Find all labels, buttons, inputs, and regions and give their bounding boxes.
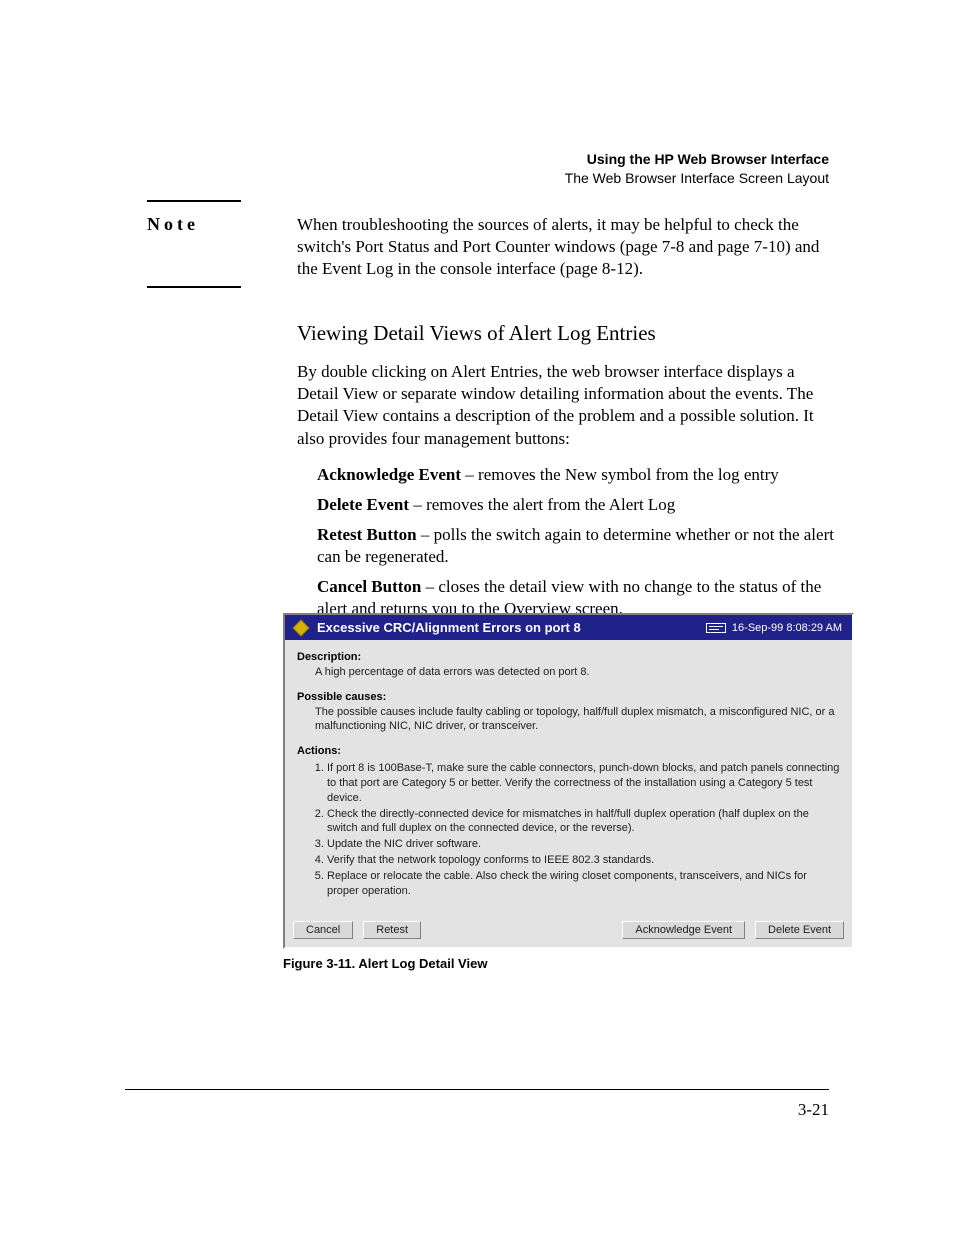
delete-event-button[interactable]: Delete Event — [755, 921, 844, 939]
action-item: Replace or relocate the cable. Also chec… — [327, 869, 840, 899]
description-label: Description: — [297, 651, 361, 663]
alert-detail-titlebar: Excessive CRC/Alignment Errors on port 8… — [285, 615, 852, 640]
log-icon — [706, 623, 726, 633]
actions-label: Actions: — [297, 745, 341, 757]
footer-rule — [125, 1089, 829, 1090]
alert-diamond-icon — [293, 619, 310, 636]
action-item: Verify that the network topology conform… — [327, 853, 840, 868]
bullet-label: Delete Event — [317, 495, 409, 514]
alert-detail-buttons: Cancel Retest Acknowledge Event Delete E… — [285, 915, 852, 947]
section-heading: Viewing Detail Views of Alert Log Entrie… — [297, 320, 837, 347]
bullet-text: – removes the New symbol from the log en… — [461, 465, 779, 484]
bullet-list: Acknowledge Event – removes the New symb… — [317, 464, 837, 621]
causes-label: Possible causes: — [297, 691, 386, 703]
page-number: 3-21 — [798, 1100, 829, 1120]
bullet-item: Retest Button – polls the switch again t… — [317, 524, 837, 568]
chapter-side-tab: Using the HP Web Browser Interface — [848, 640, 888, 840]
bullet-label: Acknowledge Event — [317, 465, 461, 484]
document-page: Using the HP Web Browser Interface The W… — [0, 0, 954, 1235]
header-subtitle: The Web Browser Interface Screen Layout — [565, 169, 829, 188]
action-item: Update the NIC driver software. — [327, 837, 840, 852]
alert-timestamp-text: 16-Sep-99 8:08:29 AM — [732, 622, 842, 634]
retest-button[interactable]: Retest — [363, 921, 421, 939]
action-item: Check the directly-connected device for … — [327, 807, 840, 837]
buttons-left: Cancel Retest — [293, 921, 421, 939]
alert-timestamp: 16-Sep-99 8:08:29 AM — [706, 622, 842, 634]
section-intro: By double clicking on Alert Entries, the… — [297, 361, 837, 449]
note-label: Note — [147, 214, 199, 235]
alert-title: Excessive CRC/Alignment Errors on port 8 — [317, 620, 581, 635]
header-title: Using the HP Web Browser Interface — [565, 150, 829, 169]
bullet-item: Delete Event – removes the alert from th… — [317, 494, 837, 516]
action-item: If port 8 is 100Base-T, make sure the ca… — [327, 761, 840, 806]
alert-detail-body: Description: A high percentage of data e… — [285, 640, 852, 915]
alert-detail-panel: Excessive CRC/Alignment Errors on port 8… — [283, 613, 854, 949]
actions-section: Actions: If port 8 is 100Base-T, make su… — [297, 744, 840, 898]
bullet-label: Cancel Button — [317, 577, 421, 596]
buttons-right: Acknowledge Event Delete Event — [622, 921, 844, 939]
actions-list: If port 8 is 100Base-T, make sure the ca… — [327, 761, 840, 899]
causes-section: Possible causes: The possible causes inc… — [297, 690, 840, 735]
bullet-text: – removes the alert from the Alert Log — [409, 495, 675, 514]
figure-caption: Figure 3-11. Alert Log Detail View — [283, 956, 487, 971]
description-text: A high percentage of data errors was det… — [315, 665, 840, 680]
bullet-item: Acknowledge Event – removes the New symb… — [317, 464, 837, 486]
note-rule-top — [147, 200, 241, 202]
acknowledge-event-button[interactable]: Acknowledge Event — [622, 921, 745, 939]
bullet-label: Retest Button — [317, 525, 417, 544]
note-paragraph: When troubleshooting the sources of aler… — [297, 214, 837, 294]
note-rule-bottom — [147, 286, 241, 288]
causes-text: The possible causes include faulty cabli… — [315, 705, 840, 735]
note-text: When troubleshooting the sources of aler… — [297, 214, 837, 280]
cancel-button[interactable]: Cancel — [293, 921, 353, 939]
running-header: Using the HP Web Browser Interface The W… — [565, 150, 829, 188]
description-section: Description: A high percentage of data e… — [297, 650, 840, 680]
